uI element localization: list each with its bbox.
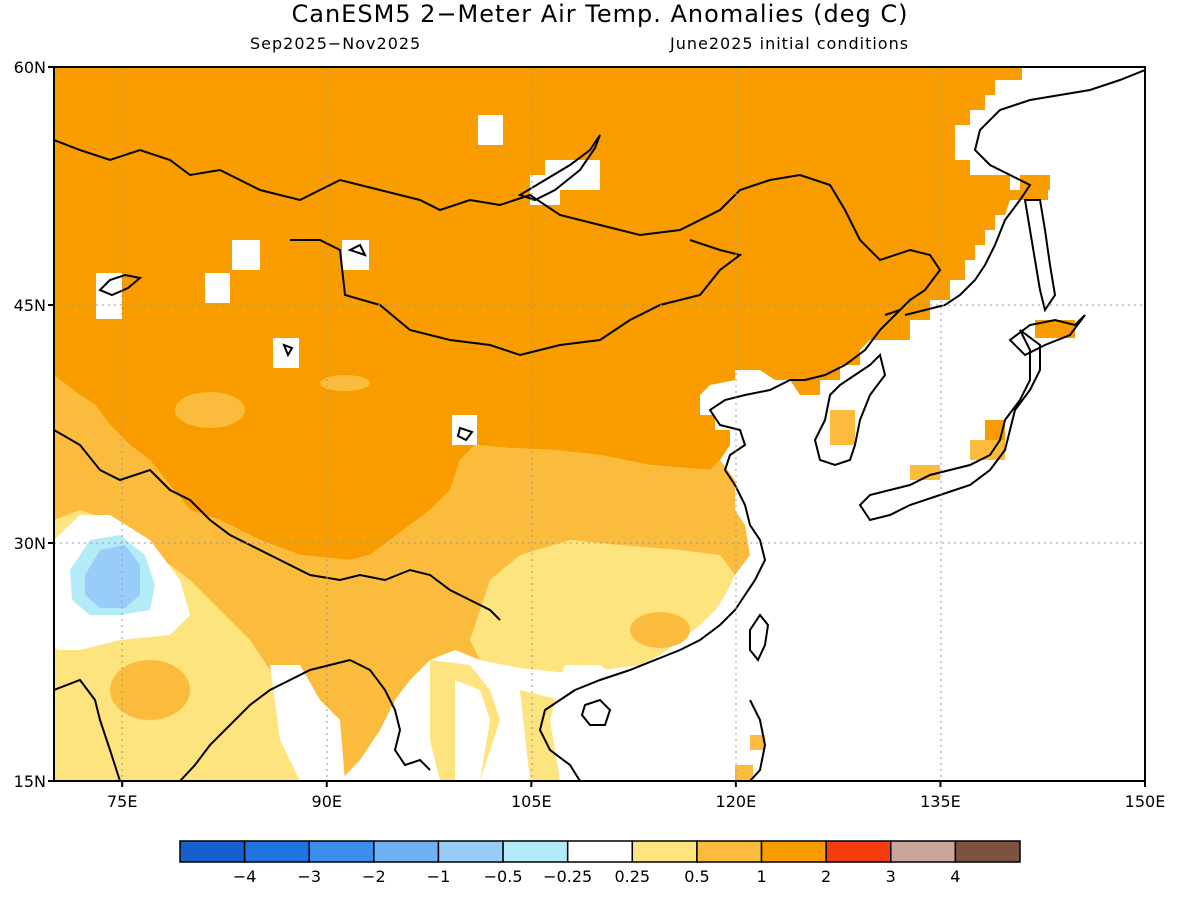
coast-vietnam <box>538 689 581 781</box>
colorbar-label: 1 <box>756 867 766 886</box>
anomaly-region-1-2 <box>54 67 1048 560</box>
colorbar-label: −3 <box>297 867 321 886</box>
colorbar-swatch <box>631 840 698 863</box>
colorbar-swatch <box>760 840 827 863</box>
coast-russia-east <box>904 69 1145 316</box>
colorbar-swatch <box>825 840 892 863</box>
colorbar-swatch <box>179 840 246 863</box>
border-mongolia <box>290 239 743 357</box>
colorbar-label: −0.5 <box>484 867 523 886</box>
colorbar-swatch <box>890 840 957 863</box>
lat-label: 45N <box>14 296 46 315</box>
coastlines <box>54 69 1145 781</box>
lat-label: 30N <box>14 534 46 553</box>
lon-label: 90E <box>312 792 342 811</box>
colorbar-swatch <box>243 840 310 863</box>
colorbar-label: 2 <box>821 867 831 886</box>
initial-conditions: June2025 initial conditions <box>670 34 910 53</box>
colorbar-swatches <box>179 840 1021 863</box>
colorbar-label: 3 <box>886 867 896 886</box>
colorbar-label: 0.25 <box>614 867 650 886</box>
coast-japan-honshu <box>858 329 1041 522</box>
border-himalaya <box>54 429 501 621</box>
colorbar-swatch <box>308 840 375 863</box>
lon-label: 150E <box>1125 792 1166 811</box>
anomaly-field <box>54 67 1145 781</box>
forecast-period: Sep2025−Nov2025 <box>250 34 422 53</box>
colorbar-swatch <box>954 840 1021 863</box>
colorbar-label: −0.25 <box>543 867 592 886</box>
lat-label: 60N <box>14 58 46 77</box>
lon-label: 120E <box>716 792 757 811</box>
coast-korea <box>813 353 887 467</box>
longitude-axis: 75E 90E 105E 120E 135E 150E <box>107 781 1165 811</box>
coast-bohai <box>574 309 901 691</box>
colorbar-labels: −4 −3 −2 −1 −0.5 −0.25 0.25 0.5 1 2 3 4 <box>233 867 961 886</box>
colorbar-label: 4 <box>950 867 960 886</box>
lon-label: 75E <box>107 792 137 811</box>
latitude-axis: 60N 45N 30N 15N <box>14 58 54 791</box>
colorbar-swatch <box>696 840 763 863</box>
map-frame <box>53 66 1146 782</box>
colorbar-label: −1 <box>427 867 451 886</box>
coast-taiwan <box>749 613 770 662</box>
lake-balkhash <box>98 273 143 297</box>
grid-lines <box>54 67 1145 781</box>
colorbar-label: −2 <box>362 867 386 886</box>
colorbar-swatch <box>373 840 440 863</box>
map-title: CanESM5 2−Meter Air Temp. Anomalies (deg… <box>291 0 909 28</box>
coast-japan-hokkaido <box>1008 314 1086 357</box>
coast-myanmar <box>349 659 431 771</box>
coast-hainan <box>580 698 612 726</box>
colorbar-swatch <box>502 840 569 863</box>
coast-sakhalin <box>1023 199 1057 313</box>
colorbar-swatch <box>437 840 504 863</box>
lon-label: 135E <box>920 792 961 811</box>
colorbar-swatch <box>566 840 634 863</box>
lake-baikal <box>517 134 601 202</box>
colorbar-label: 0.5 <box>684 867 709 886</box>
coast-luzon <box>749 699 767 781</box>
colorbar-label: −4 <box>233 867 257 886</box>
coast-india <box>54 659 351 781</box>
lon-label: 105E <box>511 792 552 811</box>
lat-label: 15N <box>14 772 46 791</box>
border-kazakh-russia <box>54 139 942 316</box>
